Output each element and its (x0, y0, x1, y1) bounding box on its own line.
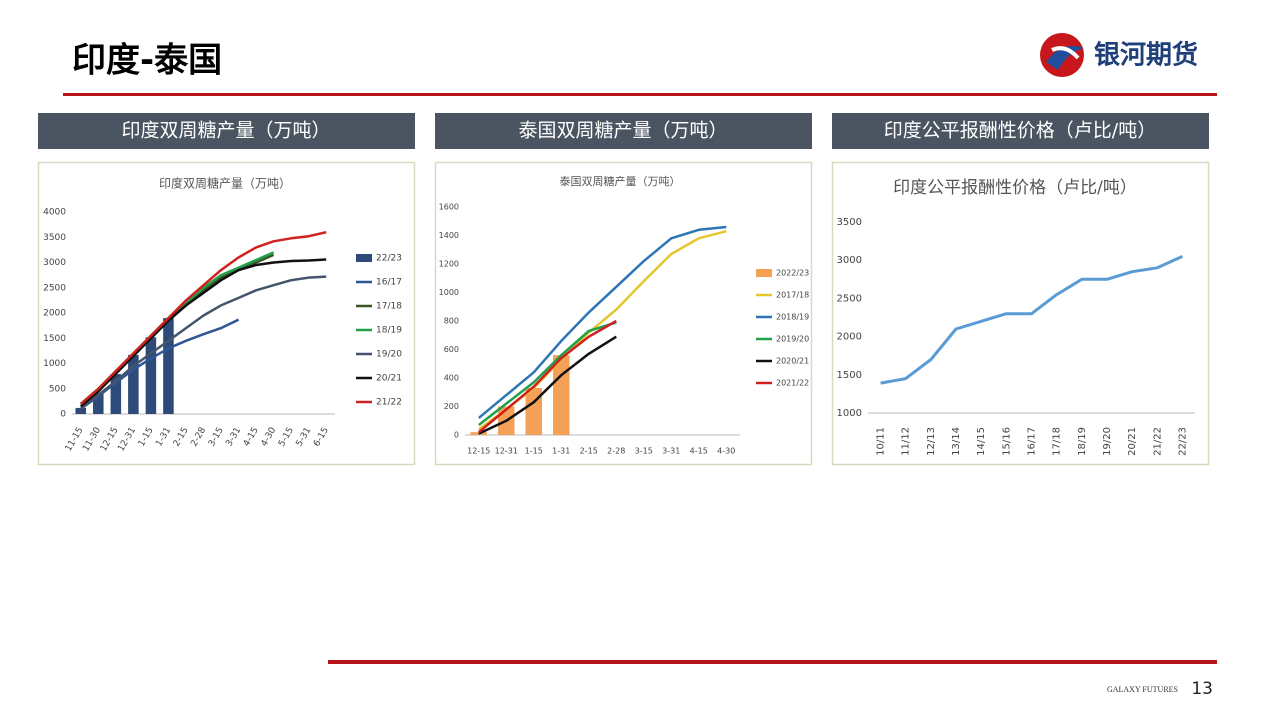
page-number: 13 (1191, 679, 1213, 699)
y-tick-label: 4000 (43, 208, 66, 218)
y-tick-label: 3000 (837, 255, 862, 266)
legend-label: 2021/22 (776, 379, 809, 388)
y-tick-label: 2000 (43, 309, 66, 319)
bar (163, 318, 174, 414)
legend-label: 18/19 (376, 326, 402, 336)
y-tick-label: 1000 (837, 408, 862, 419)
x-tick-label: 13/14 (951, 427, 962, 456)
x-tick-label: 12-31 (495, 447, 518, 456)
panel-header (38, 113, 415, 149)
y-tick-label: 2500 (43, 283, 66, 293)
bar (110, 374, 122, 414)
line-series (79, 230, 327, 405)
legend-label: 2022/23 (776, 269, 809, 278)
chart-title: 印度双周糖产量（万吨） (159, 176, 291, 191)
y-tick-label: 3500 (43, 233, 66, 243)
line-series (478, 225, 727, 419)
footer-rule (328, 660, 1217, 664)
y-tick-label: 800 (444, 317, 459, 326)
legend-label: 2017/18 (776, 291, 809, 300)
x-tick-label: 3-15 (635, 447, 653, 456)
y-tick-label: 3000 (43, 258, 66, 268)
slide-title: 印度-泰国 (72, 41, 222, 81)
legend-label: 17/18 (376, 302, 402, 312)
chart-title: 泰国双周糖产量（万吨） (560, 174, 681, 188)
panel-header (832, 113, 1209, 149)
line-series (880, 255, 1184, 385)
legend-label: 20/21 (376, 374, 402, 384)
legend-label: 2018/19 (776, 313, 809, 322)
chart-title: 印度公平报酬性价格（卢比/吨） (893, 178, 1137, 198)
x-tick-label: 21/22 (1152, 427, 1163, 456)
panel-header-text: 印度公平报酬性价格（卢比/吨） (884, 120, 1156, 142)
y-tick-label: 600 (444, 345, 459, 354)
bar (470, 432, 487, 435)
x-tick-label: 12-15 (467, 447, 490, 456)
panel-header-text: 印度双周糖产量（万吨） (121, 120, 330, 142)
chart-frame (37, 161, 416, 466)
x-tick-label: 11/12 (901, 427, 912, 456)
line-series (79, 258, 327, 408)
x-tick-label: 14/15 (976, 427, 987, 456)
y-tick-label: 400 (444, 374, 459, 383)
y-tick-label: 0 (454, 431, 459, 440)
line-series (478, 335, 617, 435)
bar (145, 337, 157, 414)
y-tick-label: 3500 (837, 217, 862, 228)
x-tick-label: 22/23 (1177, 427, 1188, 456)
legend-swatch (756, 269, 772, 277)
y-tick-label: 500 (49, 384, 66, 394)
x-tick-label: 4-30 (717, 447, 735, 456)
y-tick-label: 1600 (439, 203, 459, 212)
x-tick-label: 2-28 (607, 447, 625, 456)
x-tick-label: 3-31 (662, 447, 680, 456)
bar (553, 355, 570, 435)
legend-label: 2020/21 (776, 357, 809, 366)
y-tick-label: 2500 (837, 293, 862, 304)
bar (128, 354, 139, 414)
chart-frame (434, 161, 813, 466)
y-tick-label: 1400 (439, 231, 459, 240)
line-series (80, 275, 327, 410)
x-tick-label: 10/11 (876, 427, 887, 456)
x-tick-label: 19/20 (1102, 427, 1113, 456)
line-series (478, 321, 617, 426)
logo-text: 银河期货 (1094, 40, 1198, 71)
bar (75, 407, 87, 414)
legend-label: 16/17 (376, 278, 402, 288)
panel-header-text: 泰国双周糖产量（万吨） (518, 120, 727, 142)
x-tick-label: 20/21 (1127, 427, 1138, 456)
legend-label: 22/23 (376, 254, 402, 264)
panel-header (435, 113, 812, 149)
y-tick-label: 1000 (439, 288, 459, 297)
logo (1040, 33, 1084, 77)
y-tick-label: 2000 (837, 332, 862, 343)
y-tick-label: 0 (60, 410, 66, 420)
x-tick-label: 15/16 (1001, 427, 1012, 456)
line-series (478, 319, 617, 434)
x-tick-label: 12/13 (926, 427, 937, 456)
x-tick-label: 17/18 (1052, 427, 1063, 456)
y-tick-label: 1000 (43, 359, 66, 369)
x-tick-label: 1-15 (525, 447, 543, 456)
footer-brand: GALAXY FUTURES (1107, 685, 1178, 694)
logo-swoosh (1051, 46, 1080, 60)
x-tick-label: 16/17 (1027, 427, 1038, 456)
bar (93, 392, 104, 414)
y-tick-label: 200 (444, 402, 459, 411)
legend-label: 21/22 (376, 398, 402, 408)
x-tick-label: 18/19 (1077, 427, 1088, 456)
y-tick-label: 1500 (837, 370, 862, 381)
y-tick-label: 1500 (43, 334, 66, 344)
header-rule (63, 93, 1217, 96)
legend-swatch (356, 254, 372, 262)
y-tick-label: 1200 (439, 260, 459, 269)
legend-label: 19/20 (376, 350, 402, 360)
x-tick-label: 4-15 (690, 447, 708, 456)
x-tick-label: 1-31 (552, 447, 570, 456)
x-tick-label: 2-15 (580, 447, 598, 456)
legend-label: 2019/20 (776, 335, 809, 344)
